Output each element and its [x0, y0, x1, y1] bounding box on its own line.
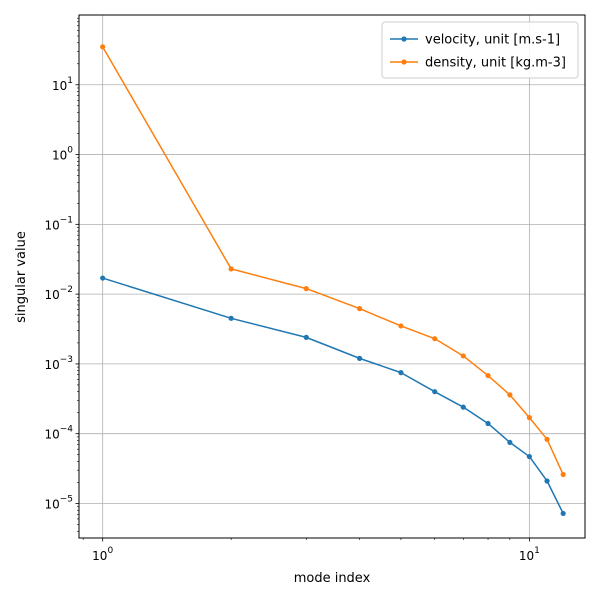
y-tick-label: 100: [52, 146, 73, 163]
legend-box: [381, 21, 579, 79]
data-point: [526, 415, 532, 421]
series-1: [100, 275, 566, 517]
series-line: [102, 277, 564, 514]
y-tick-label: 101: [52, 76, 73, 93]
y-tick-label: 10−2: [44, 285, 73, 302]
data-point: [356, 355, 363, 361]
data-point: [303, 285, 309, 292]
data-point: [560, 471, 566, 478]
series-line: [102, 46, 564, 475]
data-point: [398, 323, 404, 329]
series-layer: [100, 44, 566, 517]
legend-marker: [401, 36, 407, 42]
legend-marker: [401, 59, 407, 65]
data-point: [432, 389, 438, 395]
data-point: [485, 420, 491, 427]
data-point: [100, 275, 106, 281]
y-tick-label: 10−1: [44, 215, 73, 232]
plot-frame: [78, 14, 586, 539]
data-point: [485, 372, 491, 379]
grid: [79, 15, 585, 538]
legend-label: velocity, unit [m.s-1]: [425, 33, 560, 48]
legend-label: density, unit [kg.m-3]: [425, 56, 566, 71]
legend: velocity, unit [m.s-1] density, unit [kg.…: [381, 21, 579, 79]
data-point: [507, 392, 513, 398]
data-point: [544, 436, 550, 442]
data-point: [356, 306, 363, 312]
data-point: [526, 453, 532, 460]
legend-entry: velocity, unit [m.s-1]: [390, 33, 560, 48]
data-point: [507, 439, 513, 446]
data-point: [398, 370, 404, 376]
data-point: [100, 44, 106, 50]
data-point: [228, 266, 234, 272]
data-point: [303, 334, 309, 340]
data-point: [460, 404, 466, 410]
data-point: [432, 336, 438, 342]
x-tick-label: 100: [92, 546, 113, 563]
y-tick-label: 10−4: [44, 425, 73, 442]
axis-ticks: 10−5 10−4 10−3 10−2 10−1 100 101 100 101: [44, 17, 540, 563]
data-point: [460, 353, 466, 359]
data-point: [560, 510, 566, 517]
legend-entry: density, unit [kg.m-3]: [390, 56, 566, 71]
x-tick-label: 101: [519, 546, 540, 563]
data-point: [228, 315, 234, 321]
x-axis-title: mode index: [294, 571, 371, 586]
y-axis-title: singular value: [14, 231, 29, 323]
data-point: [544, 478, 550, 484]
y-tick-label: 10−5: [44, 494, 73, 511]
series-2: [100, 44, 566, 478]
y-tick-label: 10−3: [44, 355, 73, 372]
